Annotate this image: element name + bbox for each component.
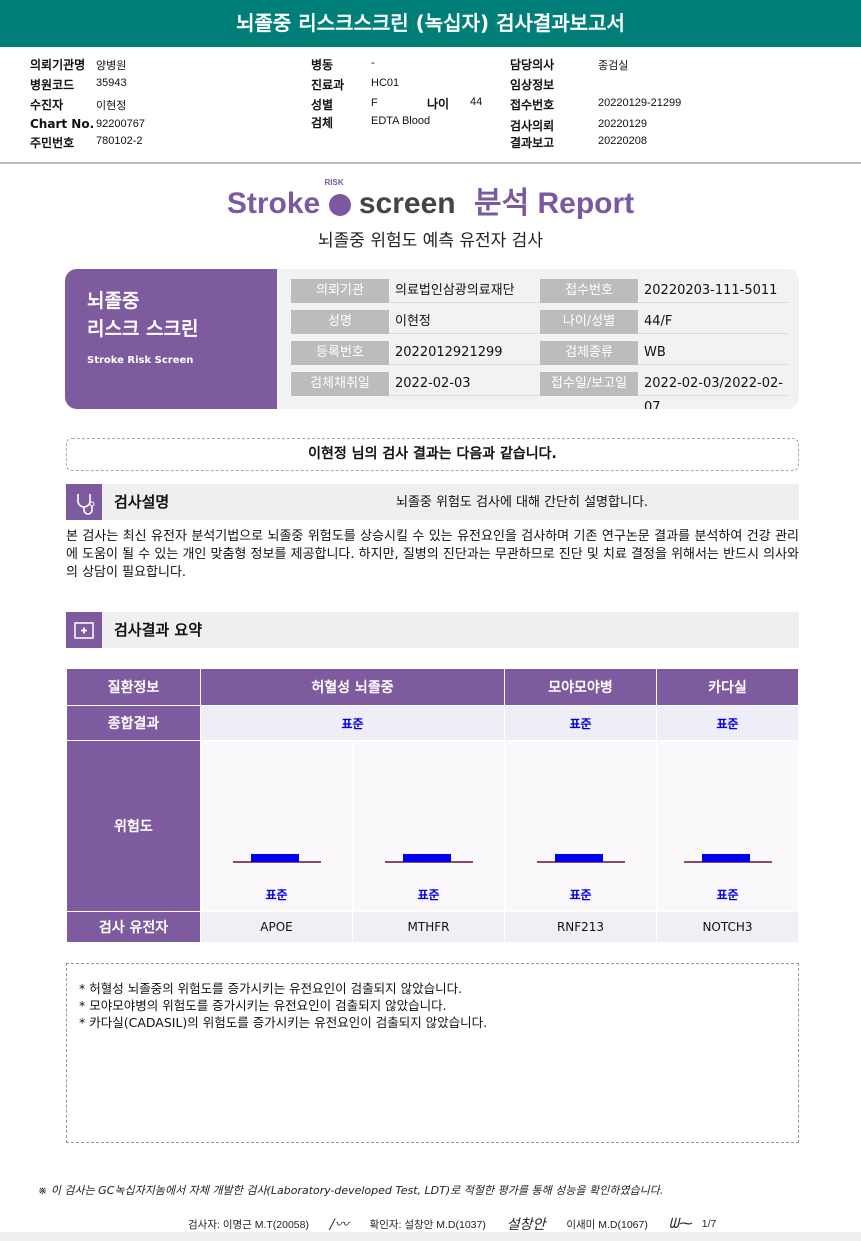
age-value: 44 bbox=[470, 96, 483, 108]
header-label: 진료과 bbox=[311, 78, 345, 92]
risk-cell: 표준 bbox=[352, 740, 505, 912]
report-title: 뇌졸중 리스크스크린 (녹십자) 검사결과보고서 bbox=[0, 0, 861, 47]
row-label-genes: 검사 유전자 bbox=[66, 911, 201, 943]
header-label: 접수번호 bbox=[510, 98, 555, 112]
info-value: 2022-02-03/2022-02-07 bbox=[638, 372, 788, 409]
header-label: Chart No. bbox=[30, 117, 95, 131]
risk-scale-line bbox=[232, 861, 321, 863]
description-text: 본 검사는 최신 유전자 분석기법으로 뇌졸중 위험도를 상승시킬 수 있는 유… bbox=[66, 529, 799, 580]
info-value: 2022012921299 bbox=[389, 341, 539, 365]
signature-image: 설창안 bbox=[506, 1217, 546, 1233]
risk-scale-line bbox=[536, 861, 625, 863]
header-label: 검체 bbox=[311, 116, 334, 130]
section-test-description: 검사설명 뇌졸중 위험도 검사에 대해 간단히 설명합니다. bbox=[66, 484, 799, 520]
subtitle: 뇌졸중 위험도 예측 유전자 검사 bbox=[318, 231, 543, 251]
ldt-disclaimer: ※ 이 검사는 GC녹십자지놈에서 자체 개발한 검사(Laboratory-d… bbox=[38, 1184, 664, 1197]
signature-line: 검사자: 이명근 M.T(20058) /〰 확인자: 설창안 M.D(1037… bbox=[188, 1216, 717, 1233]
page-bottom-margin bbox=[0, 1232, 861, 1241]
info-value: 44/F bbox=[638, 310, 788, 334]
patient-info-card: 뇌졸중 리스크 스크린 Stroke Risk Screen 의뢰기관 의료법인삼… bbox=[65, 269, 799, 409]
gene-name: RNF213 bbox=[504, 911, 657, 943]
info-label: 등록번호 bbox=[291, 341, 389, 365]
gene-name: MTHFR bbox=[352, 911, 505, 943]
risk-bar bbox=[701, 854, 750, 862]
header-value: EDTA Blood bbox=[371, 115, 431, 127]
info-label: 나이/성별 bbox=[540, 310, 638, 334]
header-value: 20220208 bbox=[598, 135, 647, 147]
header-value: 35943 bbox=[96, 77, 127, 89]
overall-result: 표준 bbox=[656, 705, 799, 741]
signature-image: /〰 bbox=[329, 1217, 349, 1233]
overall-result: 표준 bbox=[200, 705, 505, 741]
info-value: 2022-02-03 bbox=[389, 372, 539, 396]
header-label: 수진자 bbox=[30, 98, 64, 112]
header-cadasil: 카다실 bbox=[656, 668, 799, 706]
header-label: 병원코드 bbox=[30, 78, 75, 92]
header-disease-info: 질환정보 bbox=[66, 668, 201, 706]
header-label: 의뢰기관명 bbox=[30, 58, 86, 72]
stethoscope-icon bbox=[66, 484, 102, 520]
header-label: 성별 bbox=[311, 98, 334, 112]
signature-image: ᗯ⁓ bbox=[668, 1216, 693, 1232]
risk-bar bbox=[250, 854, 299, 862]
header-ischemic-stroke: 허혈성 뇌졸중 bbox=[200, 668, 505, 706]
header-label: 결과보고 bbox=[510, 136, 555, 150]
row-label-risk: 위험도 bbox=[66, 740, 201, 912]
header-value: 92200767 bbox=[96, 118, 145, 130]
result-banner: 이현정 님의 검사 결과는 다음과 같습니다. bbox=[66, 438, 799, 471]
gene-name: NOTCH3 bbox=[656, 911, 799, 943]
age-label: 나이 bbox=[427, 97, 450, 111]
gene-name: APOE bbox=[200, 911, 353, 943]
header-label: 검사의뢰 bbox=[510, 119, 555, 133]
info-label: 접수번호 bbox=[540, 279, 638, 303]
info-value: 이현정 bbox=[389, 310, 539, 334]
header-value: 이현정 bbox=[96, 100, 127, 112]
header-label: 임상정보 bbox=[510, 78, 555, 92]
stroke-screen-logo: Stroke RISK screen 분석 Report bbox=[226, 178, 635, 220]
info-label: 의뢰기관 bbox=[291, 279, 389, 303]
medical-folder-icon bbox=[66, 612, 102, 648]
info-label: 접수일/보고일 bbox=[540, 372, 638, 396]
header-value: 종검실 bbox=[598, 60, 629, 72]
divider bbox=[0, 162, 861, 164]
risk-cell: 표준 bbox=[200, 740, 353, 912]
risk-scale-line bbox=[683, 861, 772, 863]
result-notes: * 허혈성 뇌졸중의 위험도를 증가시키는 유전요인이 검출되지 않았습니다. … bbox=[66, 963, 799, 1143]
row-label-overall: 종합결과 bbox=[66, 705, 201, 741]
result-summary-table: 질환정보 허혈성 뇌졸중 모야모야병 카다실 종합결과 표준 표준 표준 위험도… bbox=[66, 668, 799, 943]
risk-bar bbox=[554, 854, 603, 862]
dna-icon: RISK bbox=[325, 178, 351, 217]
section-result-summary: 검사결과 요약 bbox=[66, 612, 799, 648]
info-label: 성명 bbox=[291, 310, 389, 334]
info-value: WB bbox=[638, 341, 788, 365]
info-label: 검체종류 bbox=[540, 341, 638, 365]
header-label: 담당의사 bbox=[510, 58, 555, 72]
info-label: 검체채취일 bbox=[291, 372, 389, 396]
header-label: 병동 bbox=[311, 58, 334, 72]
risk-cell: 표준 bbox=[504, 740, 657, 912]
header-value: 양병원 bbox=[96, 60, 127, 72]
overall-result: 표준 bbox=[504, 705, 657, 741]
header-label: 주민번호 bbox=[30, 136, 75, 150]
header-value: 20220129 bbox=[598, 118, 647, 130]
risk-scale-line bbox=[384, 861, 473, 863]
risk-bar bbox=[402, 854, 451, 862]
header-value: F bbox=[371, 97, 378, 109]
page-number: 1/7 bbox=[701, 1218, 717, 1230]
risk-cell: 표준 bbox=[656, 740, 799, 912]
header-value: - bbox=[371, 57, 375, 69]
header-value: 20220129-21299 bbox=[598, 97, 682, 109]
card-brand-panel: 뇌졸중 리스크 스크린 Stroke Risk Screen bbox=[65, 269, 277, 409]
header-value: 780102-2 bbox=[96, 135, 143, 147]
info-value: 20220203-111-5011 bbox=[638, 279, 788, 303]
header-moyamoya: 모야모야병 bbox=[504, 668, 657, 706]
info-value: 의료법인삼광의료재단 bbox=[389, 279, 539, 303]
header-value: HC01 bbox=[371, 77, 400, 89]
